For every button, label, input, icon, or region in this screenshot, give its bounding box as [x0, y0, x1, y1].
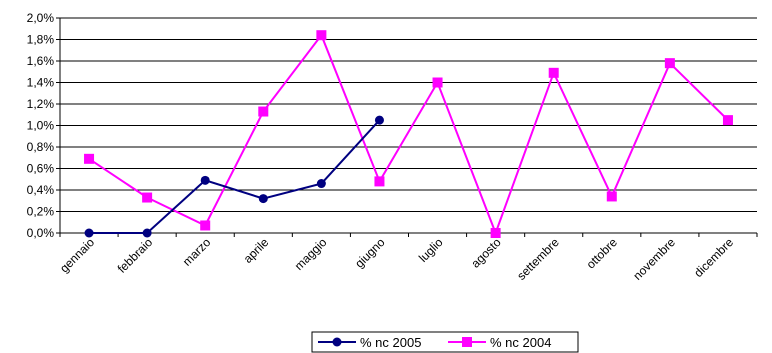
y-tick-label: 0,2% — [27, 205, 55, 219]
legend-marker — [462, 337, 472, 347]
y-tick-label: 0,4% — [27, 183, 55, 197]
series-line — [89, 119, 381, 234]
data-point — [606, 191, 617, 202]
y-tick-label: 1,4% — [27, 76, 55, 90]
y-tick-label: 1,0% — [27, 119, 55, 133]
data-point — [142, 192, 153, 203]
legend-marker — [332, 337, 342, 347]
x-tick-label: luglio — [416, 235, 446, 265]
data-point — [316, 179, 326, 189]
x-tick-label: dicembre — [691, 235, 736, 280]
x-tick-label: gennaio — [57, 235, 97, 275]
series-2005 — [84, 115, 384, 238]
y-tick-label: 1,6% — [27, 54, 55, 68]
x-tick-label: novembre — [630, 235, 678, 283]
legend-box — [311, 331, 579, 353]
data-point — [200, 220, 211, 231]
data-point — [490, 228, 501, 238]
x-axis-ticks: gennaio febbraio marzo aprile maggio giugno lu… — [57, 233, 758, 283]
data-point — [374, 115, 384, 125]
data-point — [316, 30, 327, 41]
series-line — [88, 33, 729, 236]
data-point — [84, 153, 95, 164]
x-tick-label: agosto — [468, 235, 504, 271]
legend-label: % nc 2005 — [360, 335, 421, 350]
legend: % nc 2005 % nc 2004 — [311, 331, 579, 353]
x-tick-label: ottobre — [584, 235, 621, 272]
data-point — [142, 228, 152, 238]
data-point — [200, 175, 210, 185]
data-point — [258, 106, 269, 117]
x-tick-label: aprile — [241, 235, 272, 266]
gridlines — [60, 17, 757, 212]
legend-label: % nc 2004 — [490, 335, 551, 350]
data-point — [722, 115, 733, 126]
data-point — [258, 194, 268, 204]
y-axis-ticks: 0,0% 0,2% 0,4% 0,6% 0,8% 1,0% 1,2% 1,4% 1,6% 1,8%… — [27, 11, 60, 240]
data-point — [84, 228, 94, 238]
x-tick-label: febbraio — [115, 235, 156, 276]
data-point — [548, 67, 559, 78]
x-tick-label: giugno — [352, 235, 388, 271]
data-point — [374, 176, 385, 187]
data-point — [664, 58, 675, 69]
series-group — [84, 30, 733, 238]
y-tick-label: 2,0% — [27, 11, 55, 25]
y-tick-label: 0,8% — [27, 140, 55, 154]
y-tick-label: 1,8% — [27, 33, 55, 47]
x-tick-label: settembre — [514, 235, 562, 283]
x-tick-label: marzo — [180, 235, 214, 269]
series-2004 — [84, 30, 733, 238]
x-tick-label: maggio — [292, 235, 330, 273]
y-tick-label: 0,6% — [27, 162, 55, 176]
data-point — [432, 77, 443, 88]
y-tick-label: 0,0% — [27, 226, 55, 240]
y-tick-label: 1,2% — [27, 97, 55, 111]
